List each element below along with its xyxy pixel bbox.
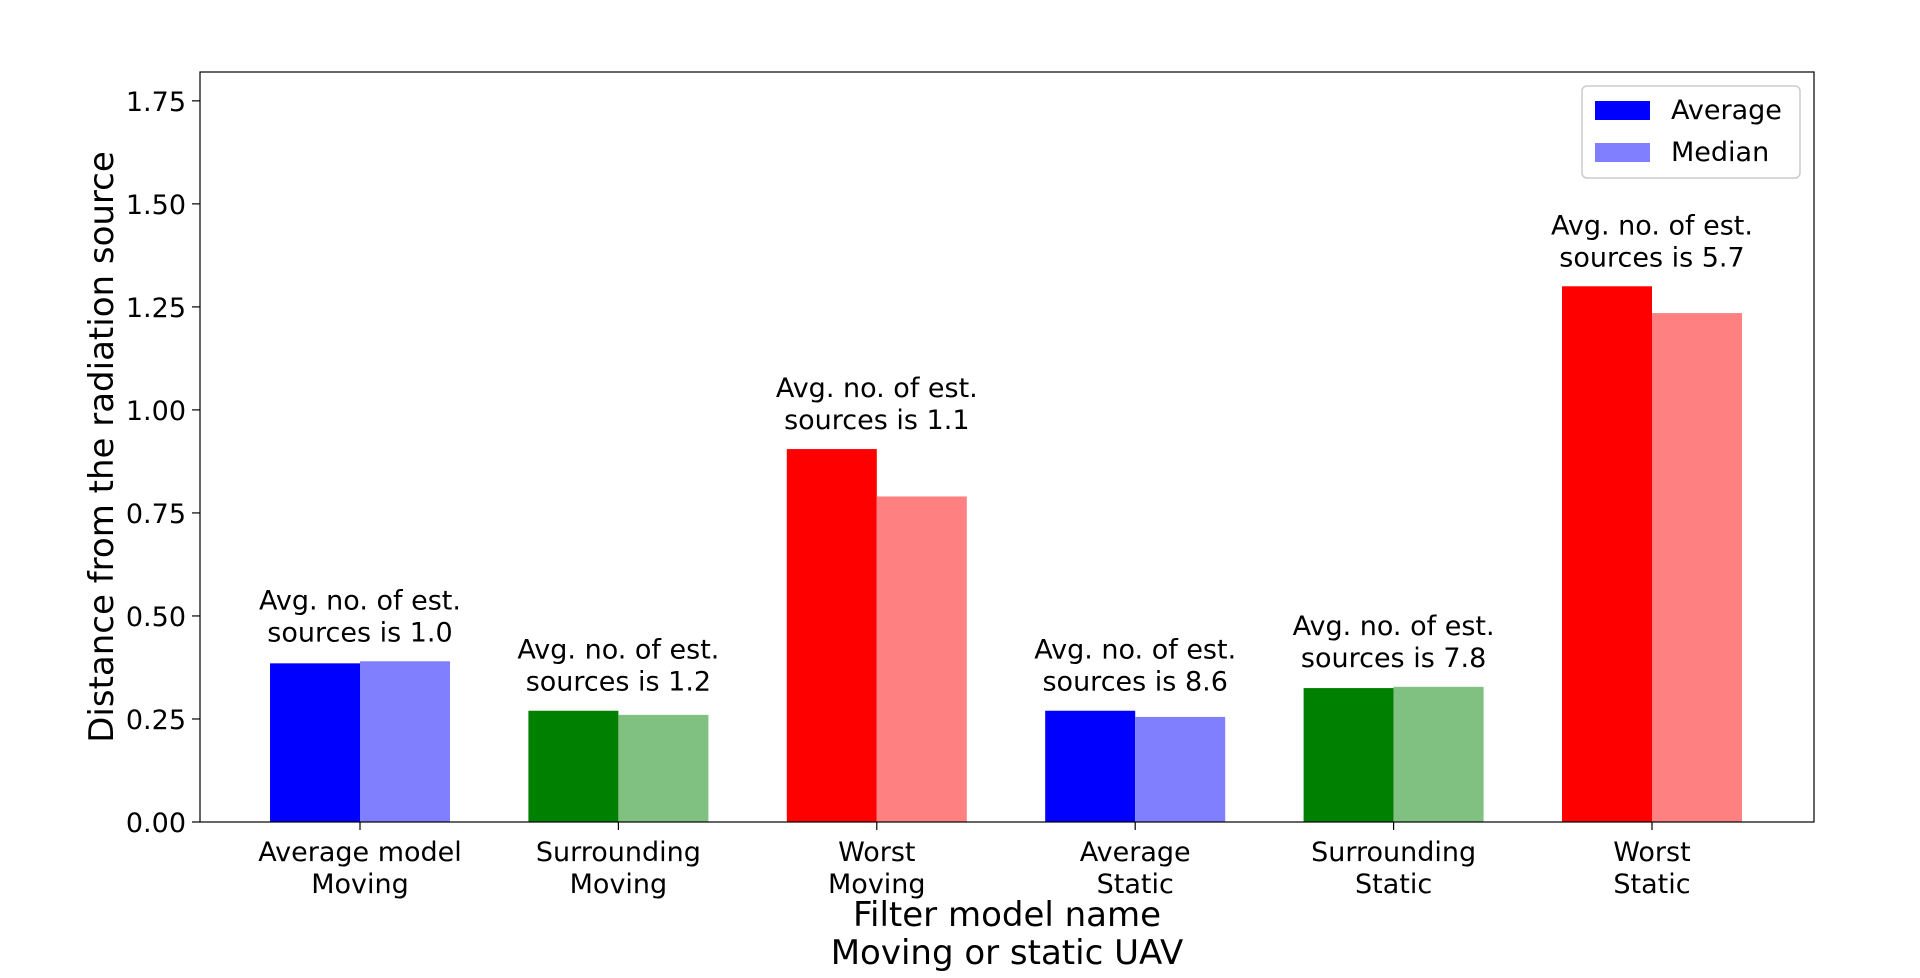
bar-median-3 — [876, 496, 967, 822]
legend: Average Median — [1581, 85, 1801, 179]
x-tick-label: Surrounding Moving — [536, 837, 701, 900]
y-tick-label: 1.25 — [126, 293, 186, 324]
x-tick-label: Surrounding Static — [1311, 837, 1476, 900]
y-tick-label: 0.00 — [126, 808, 186, 839]
y-tick-label: 0.75 — [126, 499, 186, 530]
annotation-1: Avg. no. of est. sources is 1.0 — [259, 585, 461, 648]
bar-median-2 — [618, 714, 709, 822]
bars-layer — [270, 286, 1742, 822]
bar-median-6 — [1652, 313, 1742, 822]
bar-average-6 — [1562, 286, 1652, 822]
x-tick-label: Average model Moving — [258, 837, 462, 900]
y-tick-label: 1.50 — [126, 190, 186, 221]
x-axis-label: Filter model name Moving or static UAV — [831, 895, 1184, 973]
bar-median-1 — [360, 661, 450, 822]
x-tick-label: Worst Moving — [828, 837, 926, 900]
annotation-2: Avg. no. of est. sources is 1.2 — [517, 635, 719, 698]
annotation-5: Avg. no. of est. sources is 7.8 — [1293, 611, 1495, 674]
legend-swatch-average — [1595, 101, 1650, 120]
bar-average-5 — [1303, 688, 1394, 822]
annotations-layer: Avg. no. of est. sources is 1.0 Avg. no. o… — [259, 210, 1753, 697]
plot-background — [200, 72, 1814, 822]
y-axis: 0.00 0.25 0.50 0.75 1.00 1.25 1.50 1.75 — [126, 87, 200, 839]
y-tick-label: 1.75 — [126, 87, 186, 118]
annotation-3: Avg. no. of est. sources is 1.1 — [776, 373, 978, 436]
y-axis-label: Distance from the radiation source — [82, 151, 122, 743]
x-tick-label: Average Static — [1080, 837, 1191, 900]
y-tick-label: 0.25 — [126, 705, 186, 736]
y-tick-label: 0.50 — [126, 602, 186, 633]
y-tick-label: 1.00 — [126, 396, 186, 427]
bar-median-5 — [1393, 686, 1484, 822]
bar-average-1 — [270, 663, 360, 822]
x-tick-label: Worst Static — [1613, 837, 1690, 900]
legend-label-median: Median — [1671, 137, 1769, 168]
annotation-4: Avg. no. of est. sources is 8.6 — [1034, 635, 1236, 698]
legend-swatch-median — [1595, 143, 1650, 162]
plot-frame — [199, 71, 1815, 823]
annotation-6: Avg. no. of est. sources is 5.7 — [1551, 210, 1753, 273]
bar-average-3 — [786, 449, 877, 822]
legend-label-average: Average — [1671, 95, 1782, 126]
bar-median-4 — [1135, 716, 1226, 822]
x-axis: Average model Moving Surrounding Moving Wors… — [258, 822, 1691, 900]
bar-average-2 — [528, 710, 619, 822]
bar-average-4 — [1045, 710, 1136, 822]
